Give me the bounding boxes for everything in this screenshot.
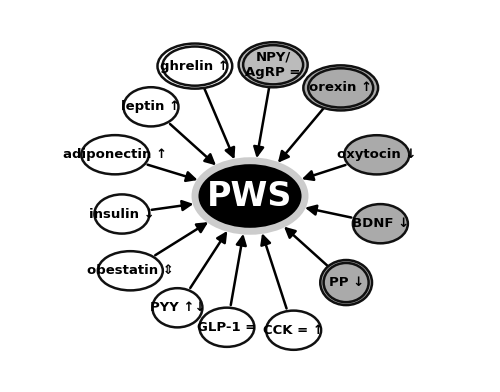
Text: PWS: PWS [208, 180, 292, 212]
Ellipse shape [82, 135, 149, 174]
Text: PP ↓: PP ↓ [328, 276, 364, 289]
Ellipse shape [152, 288, 202, 327]
Text: CCK = ↑: CCK = ↑ [263, 324, 324, 337]
Ellipse shape [158, 44, 232, 89]
Text: BDNF ↓: BDNF ↓ [352, 217, 409, 230]
Text: insulin ↓: insulin ↓ [89, 207, 155, 221]
Text: oxytocin ↓: oxytocin ↓ [337, 148, 416, 162]
Ellipse shape [162, 47, 228, 86]
Text: ghrelin ↑: ghrelin ↑ [160, 60, 230, 73]
Ellipse shape [266, 310, 321, 350]
Ellipse shape [324, 263, 368, 302]
Ellipse shape [238, 42, 308, 87]
Ellipse shape [353, 204, 408, 243]
Text: obestatin ⇕: obestatin ⇕ [87, 264, 174, 277]
Text: leptin ↑: leptin ↑ [122, 100, 180, 113]
Ellipse shape [195, 161, 305, 231]
Text: GLP-1 =: GLP-1 = [197, 321, 256, 334]
Text: NPY/
AgRP =: NPY/ AgRP = [246, 51, 301, 79]
Ellipse shape [243, 45, 303, 84]
Ellipse shape [200, 308, 254, 347]
Ellipse shape [320, 260, 372, 305]
Ellipse shape [304, 65, 378, 111]
Text: adiponectin ↑: adiponectin ↑ [63, 148, 167, 161]
Ellipse shape [308, 68, 373, 107]
Text: orexin ↑: orexin ↑ [309, 82, 372, 94]
Ellipse shape [98, 251, 163, 290]
Ellipse shape [344, 135, 410, 174]
Text: PYY ↑↓: PYY ↑↓ [150, 301, 205, 314]
Ellipse shape [94, 194, 150, 234]
Ellipse shape [124, 87, 178, 126]
